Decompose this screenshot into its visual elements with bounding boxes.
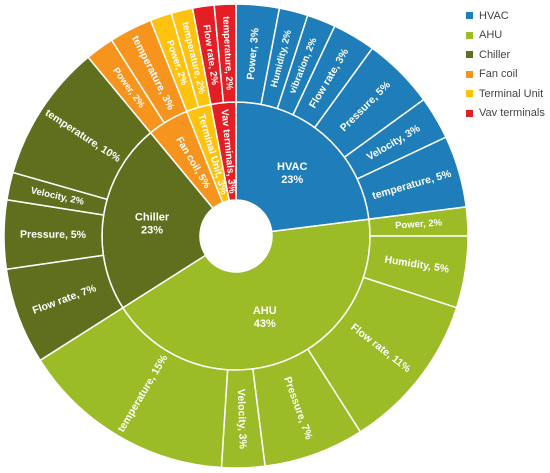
legend-label: AHU <box>479 29 503 42</box>
outer-label-hvac-power: Power, 3% <box>245 27 262 81</box>
legend-swatch <box>466 12 473 20</box>
legend-item-chiller: Chiller <box>466 45 545 65</box>
legend-item-hvac: HVAC <box>466 6 545 26</box>
outer-label-ahu-velocity: Velocity, 3% <box>235 389 249 450</box>
outer-label-chiller-pressure: Pressure, 5% <box>20 229 87 241</box>
chart-legend: HVAC AHU Chiller Fan coil Terminal Unit Vav t… <box>466 6 545 123</box>
legend-item-vav-terminals: Vav terminals <box>466 104 545 124</box>
legend-item-terminal-unit: Terminal Unit <box>466 84 545 104</box>
legend-swatch <box>466 109 473 117</box>
legend-label: Chiller <box>479 48 511 61</box>
inner-label-chiller: Chiller 23% <box>135 212 170 237</box>
legend-swatch <box>466 90 473 98</box>
legend-item-ahu: AHU <box>466 26 545 46</box>
legend-label: HVAC <box>479 9 509 22</box>
legend-item-fan-coil: Fan coil <box>466 65 545 85</box>
legend-label: Fan coil <box>479 68 518 81</box>
outer-slice-vav-terminals-temperature <box>213 3 237 104</box>
inner-label-hvac: HVAC 23% <box>277 161 307 186</box>
legend-label: Vav terminals <box>479 107 545 120</box>
legend-swatch <box>466 31 473 39</box>
legend-swatch <box>466 51 473 59</box>
legend-label: Terminal Unit <box>479 87 544 100</box>
outer-label-ahu-power: Power, 2% <box>395 218 443 232</box>
inner-label-ahu: AHU 43% <box>253 305 277 330</box>
outer-label-vav-terminals-temperature: temperature, 2% <box>220 16 234 91</box>
legend-swatch <box>466 70 473 78</box>
